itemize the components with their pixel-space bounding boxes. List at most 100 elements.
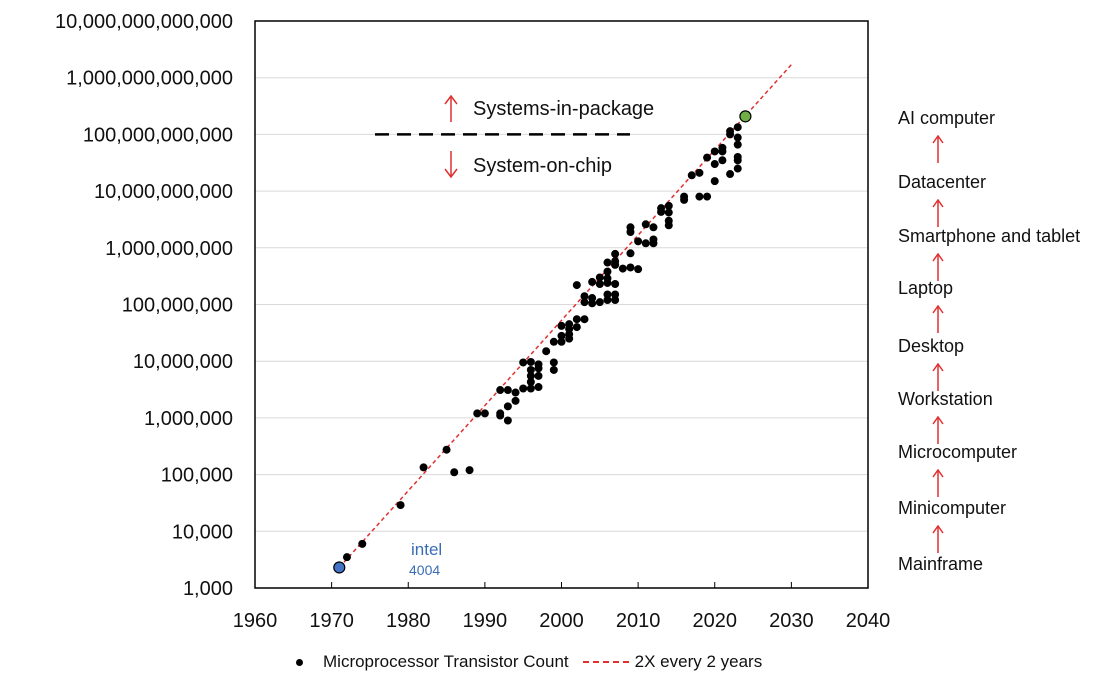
data-point <box>580 298 589 307</box>
data-point <box>496 411 505 420</box>
y-tick-label: 10,000,000,000,000 <box>55 11 233 33</box>
data-point <box>618 264 627 273</box>
data-point <box>588 277 597 286</box>
data-point <box>396 501 405 510</box>
data-point <box>626 263 635 272</box>
y-tick-label: 10,000,000 <box>133 351 233 373</box>
data-point <box>503 386 512 395</box>
highlight-points <box>333 110 752 574</box>
progression-label: Mainframe <box>898 554 984 574</box>
data-point <box>526 365 535 374</box>
intel-logo-text: intel <box>411 540 442 559</box>
x-axis-tick-labels: 1960 1970 1980 1990 2000 2010 2020 2030 2040 <box>233 610 891 632</box>
up-arrow-icon <box>932 469 944 497</box>
legend-item-trend: 2X every 2 years <box>582 652 763 672</box>
data-point <box>603 290 612 299</box>
x-tick-label: 1960 <box>233 610 278 632</box>
data-point <box>595 273 604 282</box>
data-point <box>473 409 482 418</box>
chart-legend: Microprocessor Transistor Count 2X every… <box>296 650 776 674</box>
data-point <box>595 279 604 288</box>
data-point <box>649 235 658 244</box>
data-point <box>710 177 719 186</box>
data-point <box>733 123 742 132</box>
data-point <box>703 192 712 201</box>
transistor-count-chart: 1,000 10,000 100,000 1,000,000 10,000,000 100… <box>55 11 891 632</box>
data-point <box>718 156 727 165</box>
data-point <box>496 386 505 395</box>
data-point <box>611 296 620 305</box>
system-on-chip-label: System-on-chip <box>473 155 612 177</box>
legend-dash-marker <box>582 661 629 663</box>
data-point <box>695 192 704 201</box>
progression-label: AI computer <box>898 108 996 128</box>
data-point <box>526 384 535 393</box>
progression-label: Smartphone and tablet <box>898 226 1081 246</box>
up-arrow-icon <box>932 305 944 333</box>
y-tick-label: 100,000,000 <box>122 295 233 317</box>
data-point <box>557 337 566 346</box>
progression-label: Datacenter <box>898 172 987 192</box>
data-point <box>534 360 543 369</box>
data-point <box>695 168 704 177</box>
data-point <box>603 278 612 287</box>
data-point <box>511 396 520 405</box>
highlight-point <box>333 561 346 574</box>
legend-label-trend: 2X every 2 years <box>634 652 763 671</box>
data-point <box>718 147 727 156</box>
data-point <box>634 265 643 274</box>
data-point <box>603 296 612 305</box>
highlight-point <box>739 110 752 123</box>
x-tick-label: 2040 <box>846 610 891 632</box>
data-point <box>519 384 528 393</box>
data-point <box>549 358 558 367</box>
x-tick-label: 2000 <box>539 610 584 632</box>
data-point <box>664 221 673 230</box>
data-point <box>726 130 735 139</box>
legend-dot-marker <box>296 658 303 666</box>
data-point <box>519 358 528 367</box>
data-point <box>342 553 351 562</box>
x-tick-label: 2010 <box>616 610 661 632</box>
data-point <box>641 220 650 229</box>
data-point <box>664 201 673 210</box>
data-point <box>680 195 689 204</box>
data-point <box>572 323 581 332</box>
data-point <box>611 279 620 288</box>
progression-label: Minicomputer <box>898 498 1007 518</box>
x-tick-label: 2020 <box>693 610 738 632</box>
data-point <box>710 147 719 156</box>
data-points <box>342 123 742 562</box>
up-arrow-icon <box>932 363 944 391</box>
data-point <box>503 402 512 411</box>
data-point <box>557 331 566 340</box>
y-tick-label: 1,000,000,000,000 <box>66 68 233 90</box>
data-point <box>565 330 574 339</box>
data-point <box>542 347 551 356</box>
data-point <box>603 258 612 267</box>
y-tick-label: 1,000 <box>183 578 233 600</box>
data-point <box>611 290 620 299</box>
up-arrow-icon <box>932 135 944 163</box>
down-arrow-icon <box>444 151 458 179</box>
data-point <box>611 257 620 266</box>
data-point <box>580 315 589 324</box>
data-point <box>626 249 635 258</box>
progression-label: Workstation <box>898 389 993 409</box>
data-point <box>687 171 696 180</box>
progression-label: Desktop <box>898 336 965 356</box>
y-axis-tick-labels: 1,000 10,000 100,000 1,000,000 10,000,000 100… <box>55 11 233 600</box>
data-point <box>595 298 604 307</box>
data-point <box>450 468 459 477</box>
data-point <box>641 239 650 248</box>
x-tick-label: 1970 <box>309 610 354 632</box>
data-point <box>549 337 558 346</box>
data-point <box>358 539 367 548</box>
data-point <box>580 292 589 301</box>
data-point <box>634 237 643 246</box>
data-point <box>511 388 520 397</box>
data-point <box>603 267 612 276</box>
data-point <box>611 249 620 258</box>
up-arrow-icon <box>932 253 944 281</box>
progression-label: Laptop <box>898 278 954 298</box>
